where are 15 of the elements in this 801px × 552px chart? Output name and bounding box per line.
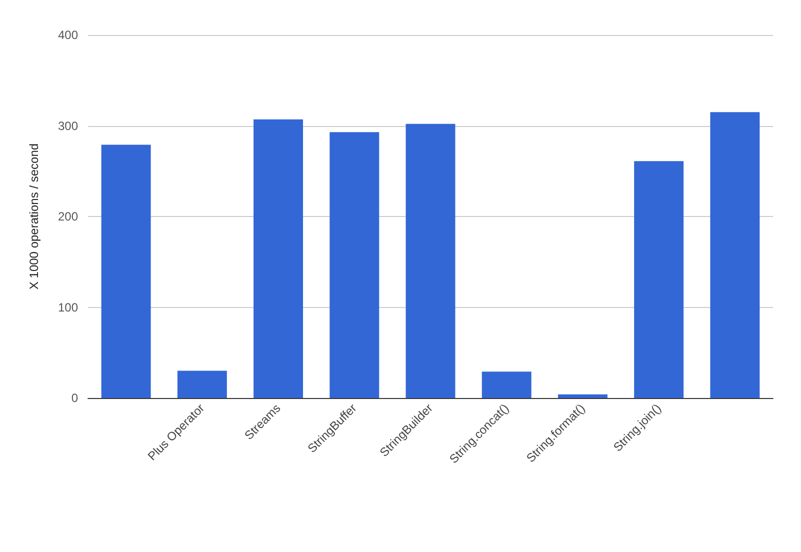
bar: [177, 370, 227, 398]
y-tick-label: 400: [58, 28, 78, 42]
bar: [634, 161, 684, 398]
bar: [254, 119, 304, 398]
bar: [330, 132, 380, 398]
y-tick-label: 300: [58, 118, 78, 133]
y-tick-label: 200: [58, 210, 78, 224]
y-axis-title: X 1000 operations / second: [27, 143, 41, 290]
y-tick-label: 0: [71, 391, 78, 405]
bar: [406, 124, 456, 398]
y-tick-label: 100: [58, 300, 78, 314]
bar: [482, 372, 532, 398]
bar: [710, 112, 760, 398]
bar: [558, 394, 608, 398]
bar: [101, 144, 151, 398]
